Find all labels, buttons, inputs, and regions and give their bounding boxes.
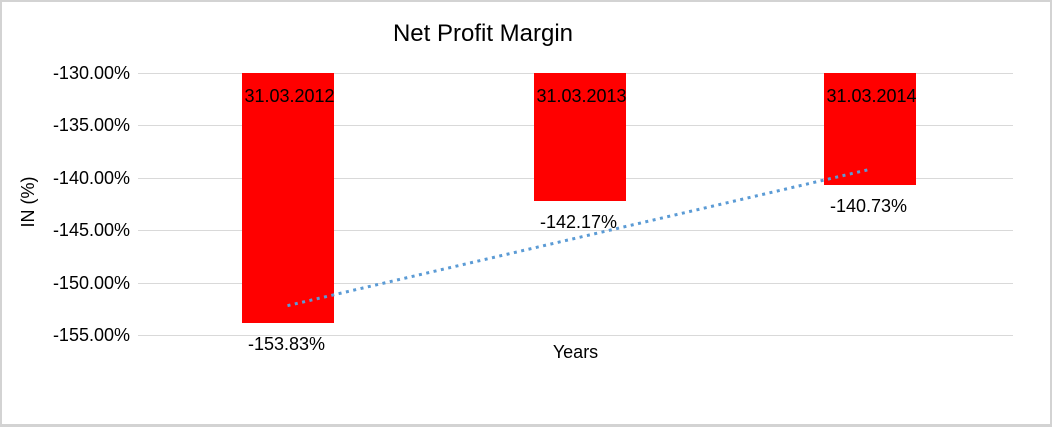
y-tick-label: -135.00% [52,115,130,136]
y-tick-label: -145.00% [52,220,130,241]
bar-category-label: 31.03.2013 [536,86,627,106]
bar-value-label: -153.83% [247,333,326,354]
bar-31.03.2012[interactable] [241,73,334,323]
bar-value-label: -140.73% [829,196,908,217]
bar-category-label: 31.03.2012 [244,86,335,106]
bar-category-label: 31.03.2014 [826,86,917,106]
bar-31.03.2014[interactable] [823,73,916,186]
bar-value-label: -142.17% [539,211,618,232]
y-tick-label: -130.00% [52,63,130,83]
x-axis-title: Years [552,342,599,362]
y-tick-label: -155.00% [52,325,130,345]
gridline [138,335,1013,336]
chart-title: Net Profit Margin [392,20,574,47]
y-tick-label: -150.00% [52,272,130,293]
y-axis-title: IN (%) [18,176,38,228]
y-tick-label: -140.00% [52,167,130,188]
